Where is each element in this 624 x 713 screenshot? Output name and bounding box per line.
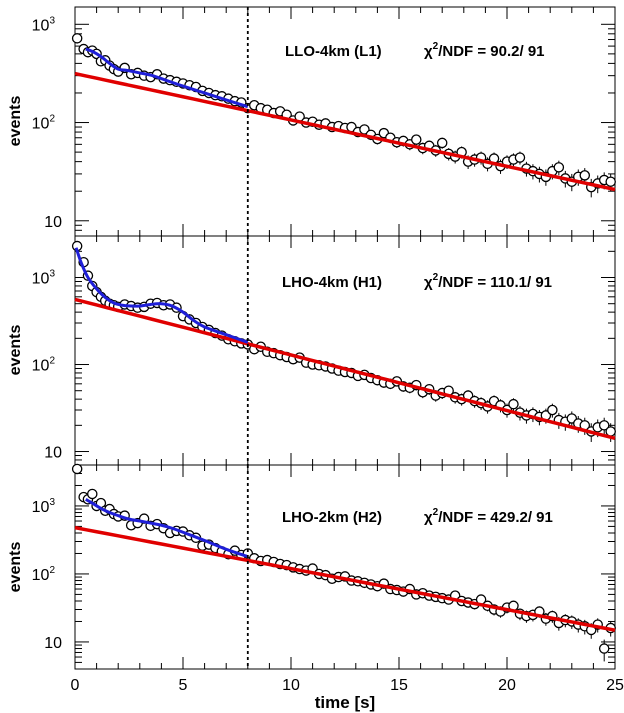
panel-llo-4km: 10 102 103 events LLO-4km (L1) χ2/NDF = …: [7, 6, 616, 237]
y-tick-base: 10: [32, 271, 50, 288]
x-tick-label-3: 15: [390, 677, 408, 694]
x-tick-labels: 0 5 10 15 20 25: [71, 677, 624, 694]
detector-label: LHO-4km (H1): [282, 274, 382, 291]
x-tick-label-5: 25: [606, 677, 624, 694]
data-point: [87, 488, 98, 500]
detector-label: LLO-4km (L1): [285, 43, 382, 60]
y-tick-exponent: 2: [49, 565, 55, 576]
y-tick-base: 10: [32, 499, 50, 516]
y-tick-exponent: 2: [49, 114, 55, 125]
y-tick-label-0: 10: [44, 445, 62, 462]
total-fit-curve: [74, 247, 249, 344]
y-tick-label-1: 102: [32, 565, 56, 584]
y-tick-label-1: 102: [32, 114, 56, 133]
data-point: [71, 463, 83, 475]
x-axis-label: time [s]: [315, 693, 375, 712]
background-fit-line: [74, 525, 616, 632]
chi-square-label: χ2/NDF = 429.2/ 91: [424, 507, 553, 526]
y-tick-labels: 10 102 103: [32, 497, 62, 652]
panel-lho-4km: 10 102 103 events LHO-4km (H1) χ2/NDF = …: [7, 235, 616, 466]
background-fit-line: [74, 297, 616, 441]
data-point: [579, 170, 591, 181]
data-point: [514, 152, 526, 163]
total-fit-curve: [85, 498, 249, 559]
chi-exponent: 2: [433, 507, 439, 518]
y-tick-label-2: 103: [32, 15, 56, 34]
y-tick-label-2: 103: [32, 497, 56, 516]
data-point: [508, 398, 519, 410]
plot-frame: [74, 464, 616, 670]
chi-ndf-value: /NDF = 429.2/ 91: [438, 509, 553, 526]
total-fit-curve: [85, 47, 249, 109]
data-point: [553, 162, 565, 173]
chi-exponent: 2: [433, 272, 439, 283]
chi-symbol: χ: [424, 43, 433, 60]
y-tick-label-2: 103: [32, 269, 56, 288]
chi-ndf-value: /NDF = 110.1/ 91: [438, 274, 552, 291]
chi-square-label: χ2/NDF = 110.1/ 91: [424, 272, 552, 291]
y-tick-base: 10: [44, 214, 62, 231]
chi-symbol: χ: [424, 509, 433, 526]
plot-frame: [74, 235, 616, 466]
chi-exponent: 2: [433, 41, 439, 52]
y-tick-exponent: 3: [49, 15, 55, 26]
y-tick-labels: 10 102 103: [32, 269, 62, 462]
x-tick-label-0: 0: [71, 677, 80, 694]
chi-ndf-value: /NDF = 90.2/ 91: [438, 43, 544, 60]
axis-ticks: [74, 7, 616, 237]
detector-label: LHO-2km (H2): [282, 509, 382, 526]
data-point: [436, 137, 448, 149]
y-tick-base: 10: [44, 635, 62, 652]
data-point: [605, 176, 616, 187]
data-point: [598, 420, 610, 431]
y-axis-label: events: [7, 96, 24, 147]
y-axis-label: events: [7, 325, 24, 376]
chi-square-label: χ2/NDF = 90.2/ 91: [424, 41, 545, 60]
chi-symbol: χ: [424, 274, 433, 291]
x-tick-label-2: 10: [282, 677, 300, 694]
data-point: [411, 134, 422, 145]
y-tick-label-0: 10: [44, 214, 62, 231]
data-point: [547, 404, 558, 416]
y-tick-labels: 10 102 103: [32, 15, 62, 230]
panel-lho-2km: 10 102 103 events LHO-2km (H2) χ2/NDF = …: [7, 463, 616, 670]
y-tick-base: 10: [32, 17, 50, 34]
data-point: [71, 33, 83, 44]
plot-frame: [74, 6, 616, 237]
y-tick-base: 10: [44, 445, 62, 462]
y-tick-base: 10: [32, 358, 50, 375]
y-tick-exponent: 2: [49, 356, 55, 367]
y-tick-base: 10: [32, 116, 50, 133]
y-axis-label: events: [7, 542, 24, 593]
data-point: [598, 643, 610, 654]
x-tick-label-4: 20: [498, 677, 516, 694]
y-tick-exponent: 3: [49, 269, 55, 280]
y-tick-label-0: 10: [44, 635, 62, 652]
x-tick-label-1: 5: [179, 677, 188, 694]
y-tick-base: 10: [32, 567, 50, 584]
y-tick-label-1: 102: [32, 356, 56, 375]
background-fit-line: [74, 71, 616, 192]
y-tick-exponent: 3: [49, 497, 55, 508]
